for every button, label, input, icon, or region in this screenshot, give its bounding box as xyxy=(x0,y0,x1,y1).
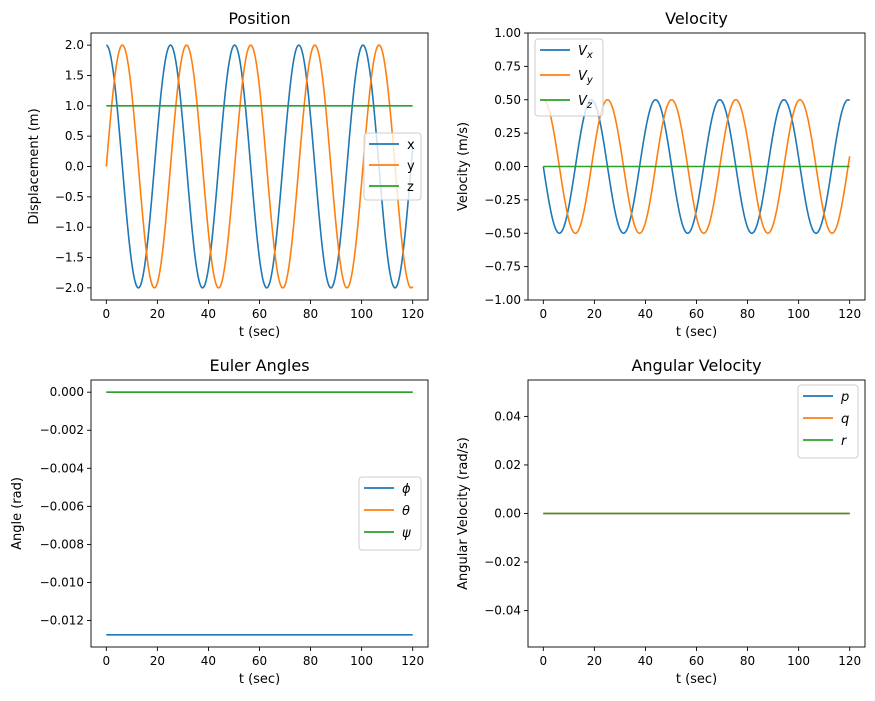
y-tick-label: 0.00 xyxy=(494,507,521,521)
y-tick-label: 0.02 xyxy=(494,458,521,472)
x-tick-label: 0 xyxy=(539,654,547,668)
legend-label: x xyxy=(407,138,415,153)
y-tick-label: 0.50 xyxy=(494,93,521,107)
x-axis-label: t (sec) xyxy=(676,325,717,340)
x-tick-label: 40 xyxy=(638,654,653,668)
chart-title: Velocity xyxy=(665,9,728,28)
x-tick-label: 120 xyxy=(838,307,861,321)
x-tick-label: 100 xyxy=(787,307,810,321)
series-line-x xyxy=(106,44,414,289)
y-tick-label: 0.5 xyxy=(65,129,84,143)
x-tick-label: 100 xyxy=(350,654,373,668)
x-tick-label: 20 xyxy=(587,307,602,321)
x-tick-label: 120 xyxy=(401,654,424,668)
x-tick-label: 120 xyxy=(401,307,424,321)
x-axis-label: t (sec) xyxy=(239,325,280,340)
y-tick-label: −0.002 xyxy=(40,423,84,437)
y-tick-label: −0.012 xyxy=(40,614,84,628)
legend-label: ϕ xyxy=(402,482,411,497)
y-tick-label: −0.5 xyxy=(55,190,84,204)
x-tick-label: 100 xyxy=(787,654,810,668)
subplot-1: 0 20 40 60 80 100 120 −2.0 −1.5 −1.0 −0.5 0.0 0.5 1.0… xyxy=(27,9,429,340)
chart-title: Position xyxy=(228,9,290,28)
legend: Vx Vy Vz xyxy=(534,38,604,117)
legend-label: r xyxy=(841,434,848,449)
x-axis-label: t (sec) xyxy=(239,672,280,687)
chart-title: Euler Angles xyxy=(209,356,309,375)
subplot-4: 0 20 40 60 80 100 120 −0.04 −0.02 0.00 0.02 0.04 Ang… xyxy=(456,356,866,687)
y-tick-label: 2.0 xyxy=(65,38,84,52)
x-tick-label: 100 xyxy=(350,307,373,321)
y-tick-label: −1.5 xyxy=(55,251,84,265)
x-tick-label: 80 xyxy=(303,654,318,668)
x-tick-label: 0 xyxy=(102,307,110,321)
x-tick-label: 60 xyxy=(689,654,704,668)
x-tick-label: 0 xyxy=(539,307,547,321)
legend-label: q xyxy=(841,412,849,427)
x-tick-label: 40 xyxy=(201,307,216,321)
y-tick-label: 1.00 xyxy=(494,26,521,40)
y-tick-label: 1.0 xyxy=(65,99,84,113)
legend-box xyxy=(534,38,604,117)
y-tick-label: −0.25 xyxy=(484,193,521,207)
y-tick-label: −0.008 xyxy=(40,537,84,551)
legend-label: Vy xyxy=(578,69,594,86)
y-tick-label: −1.00 xyxy=(484,293,521,307)
y-tick-label: 0.75 xyxy=(494,59,521,73)
y-tick-label: −0.010 xyxy=(40,575,84,589)
y-tick-label: 1.5 xyxy=(65,68,84,82)
legend: xyz xyxy=(363,132,422,201)
y-tick-label: 0.0 xyxy=(65,160,84,174)
x-tick-label: 80 xyxy=(740,307,755,321)
y-tick-label: −0.04 xyxy=(484,604,521,618)
y-tick-label: 0.04 xyxy=(494,409,521,423)
legend-label: z xyxy=(407,180,414,195)
x-tick-label: 20 xyxy=(587,654,602,668)
y-tick-label: −0.004 xyxy=(40,461,84,475)
y-axis-label: Displacement (m) xyxy=(27,108,42,224)
legend-box xyxy=(363,132,422,201)
y-tick-label: −1.0 xyxy=(55,220,84,234)
y-tick-label: 0.25 xyxy=(494,126,521,140)
y-axis-label: Velocity (m/s) xyxy=(456,122,471,211)
x-tick-label: 40 xyxy=(638,307,653,321)
x-tick-label: 20 xyxy=(150,654,165,668)
x-tick-label: 60 xyxy=(689,307,704,321)
x-tick-label: 120 xyxy=(838,654,861,668)
x-axis-label: t (sec) xyxy=(676,672,717,687)
series-line-y xyxy=(105,44,414,289)
legend-label: p xyxy=(840,390,849,405)
y-tick-label: −0.50 xyxy=(484,226,521,240)
x-tick-label: 0 xyxy=(102,654,110,668)
legend-label: y xyxy=(407,159,415,174)
y-axis-label: Angle (rad) xyxy=(10,477,25,550)
legend-label: Vz xyxy=(578,94,593,111)
y-tick-label: −0.006 xyxy=(40,499,84,513)
series-line-Vy xyxy=(543,98,851,235)
chart-title: Angular Velocity xyxy=(631,356,761,375)
y-axis-label: Angular Velocity (rad/s) xyxy=(456,437,471,590)
subplot-3: 0 20 40 60 80 100 120 −0.012 −0.010 −0.008 −0.006 −… xyxy=(10,356,429,687)
y-tick-label: 0.00 xyxy=(494,160,521,174)
y-tick-label: −0.02 xyxy=(484,555,521,569)
x-tick-label: 80 xyxy=(303,307,318,321)
y-tick-label: −0.75 xyxy=(484,260,521,274)
x-tick-label: 40 xyxy=(201,654,216,668)
x-tick-label: 20 xyxy=(150,307,165,321)
legend: pqr xyxy=(797,384,859,459)
x-tick-label: 60 xyxy=(252,307,267,321)
y-tick-label: 0.000 xyxy=(50,385,84,399)
legend-label: Vx xyxy=(578,44,593,61)
subplot-2: 0 20 40 60 80 100 120 −1.00 −0.75 −0.50 −0.25 0.00 0… xyxy=(456,9,866,340)
x-tick-label: 80 xyxy=(740,654,755,668)
legend: ϕθψ xyxy=(358,476,422,551)
legend-label: ψ xyxy=(402,526,411,541)
legend-label: θ xyxy=(402,504,410,519)
y-tick-label: −2.0 xyxy=(55,281,84,295)
x-tick-label: 60 xyxy=(252,654,267,668)
